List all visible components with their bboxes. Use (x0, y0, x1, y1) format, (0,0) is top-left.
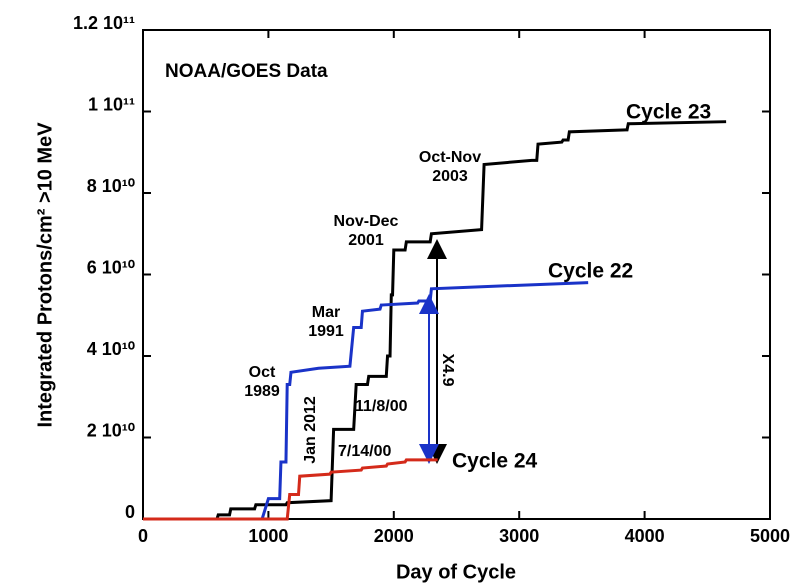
annotation: 2003 (432, 168, 468, 185)
x-tick-label: 0 (138, 526, 148, 546)
y-axis-label: Integrated Protons/cm² >10 MeV (34, 122, 56, 428)
series-label: Cycle 22 (548, 260, 633, 283)
x-tick-label: 5000 (750, 526, 790, 546)
series-line (143, 281, 589, 521)
y-tick-label: 6 10¹⁰ (87, 257, 135, 277)
annotation: 2001 (348, 232, 384, 249)
annotation: X4.9 (439, 354, 456, 387)
annotation: 7/14/00 (338, 443, 391, 460)
annotation: Mar (312, 304, 340, 321)
series-line (143, 458, 438, 521)
annotation: Jan 2012 (302, 396, 319, 464)
series-label: Cycle 23 (626, 101, 711, 124)
x-tick-label: 2000 (374, 526, 414, 546)
y-tick-label: 4 10¹⁰ (87, 339, 135, 359)
series-label: Cycle 24 (452, 450, 538, 473)
blank-patch (510, 316, 768, 422)
annotation: 11/8/00 (355, 398, 408, 415)
annotation: 1991 (308, 323, 344, 340)
annotation: Oct (249, 364, 276, 381)
y-tick-label: 0 (125, 502, 135, 522)
x-axis-label: Day of Cycle (396, 561, 516, 583)
chart-title: NOAA/GOES Data (165, 61, 328, 82)
y-tick-label: 1.2 10¹¹ (73, 13, 135, 33)
y-tick-label: 8 10¹⁰ (87, 176, 135, 196)
annotation: 1989 (244, 383, 280, 400)
y-tick-label: 2 10¹⁰ (87, 420, 135, 440)
y-tick-label: 1 10¹¹ (88, 94, 135, 114)
annotation: Oct-Nov (419, 149, 481, 166)
x-tick-label: 4000 (625, 526, 665, 546)
x-tick-label: 3000 (499, 526, 539, 546)
annotation: Nov-Dec (334, 213, 399, 230)
x-tick-label: 1000 (248, 526, 288, 546)
